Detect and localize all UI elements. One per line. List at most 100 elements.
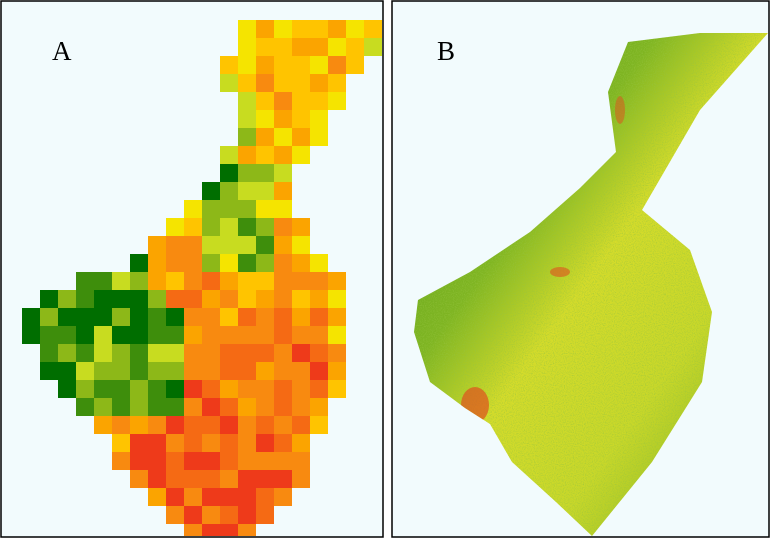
pixel-cell (292, 416, 310, 434)
pixel-cell (220, 488, 238, 506)
pixel-cell (166, 290, 184, 308)
pixel-cell (220, 524, 238, 538)
pixel-cell (256, 92, 274, 110)
pixel-cell (220, 290, 238, 308)
pixel-cell (202, 182, 220, 200)
pixel-cell (256, 56, 274, 74)
pixel-cell (76, 344, 94, 362)
pixel-cell (292, 272, 310, 290)
pixel-cell (364, 38, 382, 56)
pixel-cell (274, 398, 292, 416)
pixel-cell (58, 362, 76, 380)
pixel-cell (292, 38, 310, 56)
pixel-cell (292, 362, 310, 380)
pixel-cell (256, 236, 274, 254)
pixel-cell (256, 200, 274, 218)
pixel-cell (40, 344, 58, 362)
pixel-cell (256, 128, 274, 146)
pixel-cell (148, 272, 166, 290)
pixel-cell (292, 308, 310, 326)
pixel-cell (148, 416, 166, 434)
panel-label: A (52, 36, 72, 66)
pixel-cell (202, 380, 220, 398)
pixel-cell (184, 218, 202, 236)
pixel-cell (310, 128, 328, 146)
pixel-cell (166, 236, 184, 254)
pixel-cell (184, 398, 202, 416)
pixel-cell (112, 416, 130, 434)
pixel-cell (292, 452, 310, 470)
pixel-cell (256, 290, 274, 308)
pixel-cell (238, 416, 256, 434)
pixel-cell (112, 434, 130, 452)
pixel-cell (274, 110, 292, 128)
pixel-cell (238, 38, 256, 56)
pixel-cell (274, 254, 292, 272)
pixel-cell (238, 398, 256, 416)
pixel-cell (94, 272, 112, 290)
pixel-cell (328, 308, 346, 326)
pixel-cell (328, 326, 346, 344)
pixel-cell (220, 254, 238, 272)
pixel-cell (166, 326, 184, 344)
pixel-cell (256, 218, 274, 236)
pixel-cell (22, 326, 40, 344)
pixel-cell (184, 290, 202, 308)
pixel-cell (148, 398, 166, 416)
pixel-cell (130, 344, 148, 362)
pixel-cell (40, 308, 58, 326)
pixel-cell (292, 20, 310, 38)
pixel-cell (112, 344, 130, 362)
pixel-cell (184, 488, 202, 506)
pixel-cell (238, 182, 256, 200)
pixel-cell (148, 326, 166, 344)
pixel-cell (202, 398, 220, 416)
pixel-cell (76, 326, 94, 344)
pixel-cell (112, 308, 130, 326)
pixel-cell (130, 254, 148, 272)
pixel-cell (274, 326, 292, 344)
pixel-cell (220, 56, 238, 74)
pixel-cell (76, 308, 94, 326)
pixel-cell (238, 290, 256, 308)
pixel-cell (202, 506, 220, 524)
pixel-cell (220, 326, 238, 344)
pixel-cell (274, 92, 292, 110)
pixel-cell (112, 290, 130, 308)
pixel-cell (148, 434, 166, 452)
pixel-cell (328, 74, 346, 92)
pixel-cell (292, 92, 310, 110)
pixel-cell (238, 236, 256, 254)
pixel-cell (274, 488, 292, 506)
pixel-cell (40, 326, 58, 344)
pixel-cell (166, 488, 184, 506)
pixel-cell (76, 362, 94, 380)
pixel-cell (238, 452, 256, 470)
pixel-cell (166, 470, 184, 488)
pixel-cell (256, 20, 274, 38)
pixel-cell (202, 326, 220, 344)
pixel-cell (94, 398, 112, 416)
pixel-cell (310, 290, 328, 308)
pixel-cell (166, 398, 184, 416)
pixel-cell (220, 380, 238, 398)
pixel-cell (130, 434, 148, 452)
pixel-cell (220, 272, 238, 290)
pixel-cell (310, 308, 328, 326)
pixel-cell (256, 506, 274, 524)
pixel-cell (256, 416, 274, 434)
pixel-cell (310, 272, 328, 290)
pixel-cell (256, 488, 274, 506)
pixel-cell (274, 20, 292, 38)
pixel-cell (328, 290, 346, 308)
pixel-cell (328, 272, 346, 290)
pixel-cell (202, 308, 220, 326)
pixel-cell (40, 290, 58, 308)
pixel-cell (238, 218, 256, 236)
pixel-cell (202, 416, 220, 434)
pixel-cell (58, 344, 76, 362)
pixel-cell (238, 200, 256, 218)
pixel-cell (256, 470, 274, 488)
pixel-cell (112, 272, 130, 290)
pixel-cell (58, 326, 76, 344)
